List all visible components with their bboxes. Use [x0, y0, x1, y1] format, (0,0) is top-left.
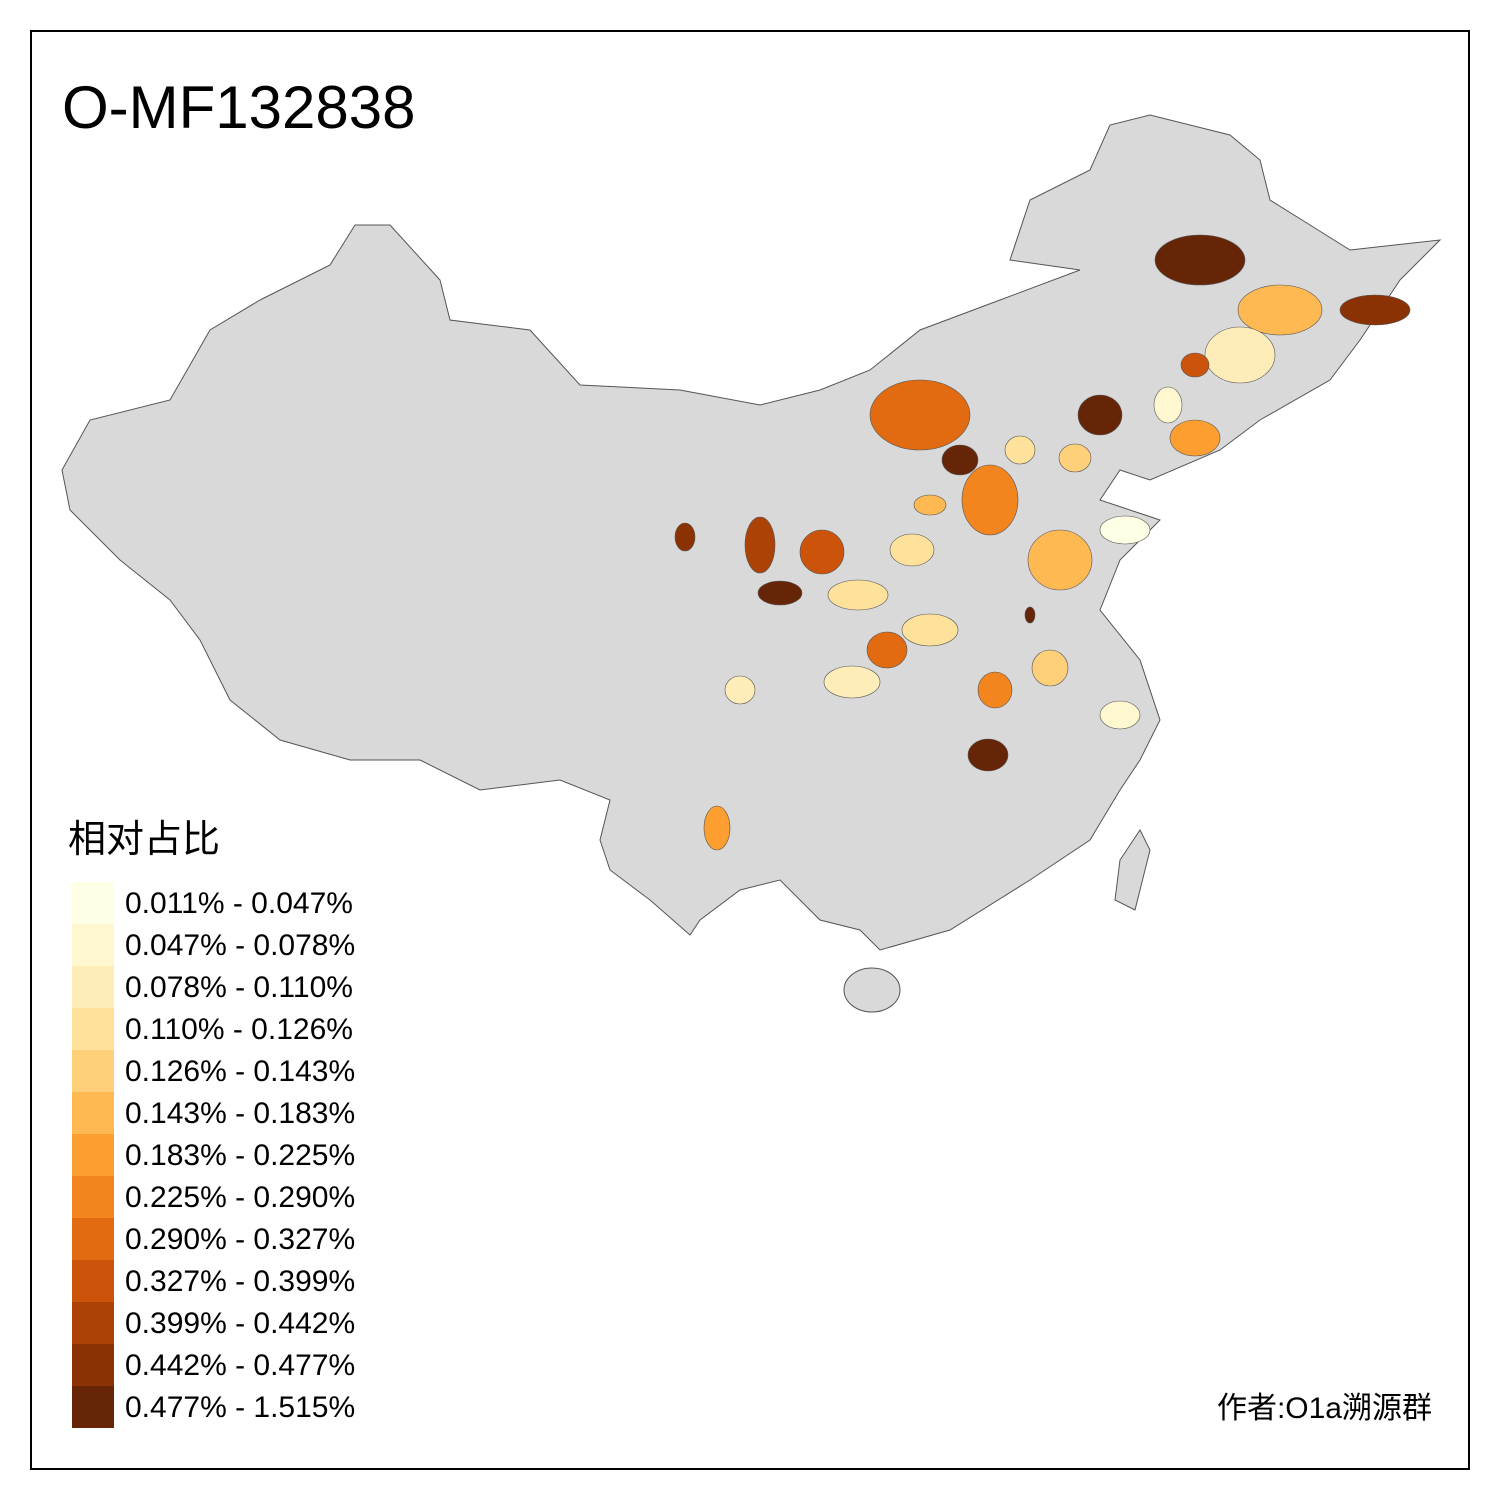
legend-swatch: [72, 1176, 114, 1218]
credit: 作者:O1a溯源群: [1217, 1392, 1432, 1425]
region: [1339, 294, 1411, 326]
legend-label: 0.047% - 0.078%: [125, 929, 355, 962]
region: [869, 379, 971, 451]
legend-label: 0.078% - 0.110%: [125, 971, 353, 1004]
legend-swatch: [72, 1092, 114, 1134]
legend: 0.011% - 0.047% 0.047% - 0.078% 0.078% - 0…: [72, 882, 355, 1428]
legend-label: 0.290% - 0.327%: [125, 1223, 355, 1256]
region: [1237, 284, 1323, 336]
region: [757, 580, 803, 606]
region: [901, 613, 959, 647]
island: [1114, 829, 1151, 911]
legend-label: 0.183% - 0.225%: [125, 1139, 355, 1172]
legend-label: 0.143% - 0.183%: [125, 1097, 355, 1130]
region: [967, 738, 1009, 772]
region: [827, 579, 889, 611]
legend-label: 0.225% - 0.290%: [125, 1181, 355, 1214]
legend-swatch: [72, 1218, 114, 1260]
legend-label: 0.442% - 0.477%: [125, 1349, 355, 1382]
region: [1169, 419, 1221, 457]
region: [977, 671, 1013, 709]
region: [724, 675, 756, 705]
legend-swatch: [72, 882, 114, 924]
legend-swatch: [72, 1344, 114, 1386]
legend-swatch: [72, 1260, 114, 1302]
legend-swatch: [72, 1134, 114, 1176]
region: [1058, 443, 1092, 473]
legend-title: 相对占比: [68, 819, 220, 861]
legend-swatch: [72, 924, 114, 966]
region: [1153, 386, 1183, 424]
legend-swatch: [72, 1302, 114, 1344]
region: [674, 522, 696, 552]
region: [799, 529, 845, 575]
legend-label: 0.011% - 0.047%: [125, 887, 353, 920]
region: [823, 665, 881, 699]
legend-label: 0.477% - 1.515%: [125, 1391, 355, 1424]
region: [889, 533, 935, 567]
region: [1077, 394, 1123, 436]
island: [843, 967, 901, 1013]
legend-label: 0.126% - 0.143%: [125, 1055, 355, 1088]
region: [961, 464, 1019, 536]
region: [1180, 352, 1210, 378]
legend-swatch: [72, 966, 114, 1008]
region: [744, 516, 776, 574]
legend-swatch: [72, 1050, 114, 1092]
region: [1024, 606, 1036, 624]
region: [1099, 515, 1151, 545]
map-title: O-MF132838: [62, 74, 416, 141]
region: [1004, 435, 1036, 465]
legend-label: 0.327% - 0.399%: [125, 1265, 355, 1298]
region: [703, 805, 731, 851]
regions: [674, 234, 1411, 851]
region: [866, 631, 908, 669]
legend-label: 0.110% - 0.126%: [125, 1013, 353, 1046]
region: [1204, 326, 1276, 384]
legend-label: 0.399% - 0.442%: [125, 1307, 355, 1340]
region: [1154, 234, 1246, 286]
region: [1099, 700, 1141, 730]
legend-swatch: [72, 1008, 114, 1050]
region: [913, 494, 947, 516]
region: [941, 444, 979, 476]
region: [1031, 649, 1069, 687]
region: [1027, 529, 1093, 591]
legend-swatch: [72, 1386, 114, 1428]
